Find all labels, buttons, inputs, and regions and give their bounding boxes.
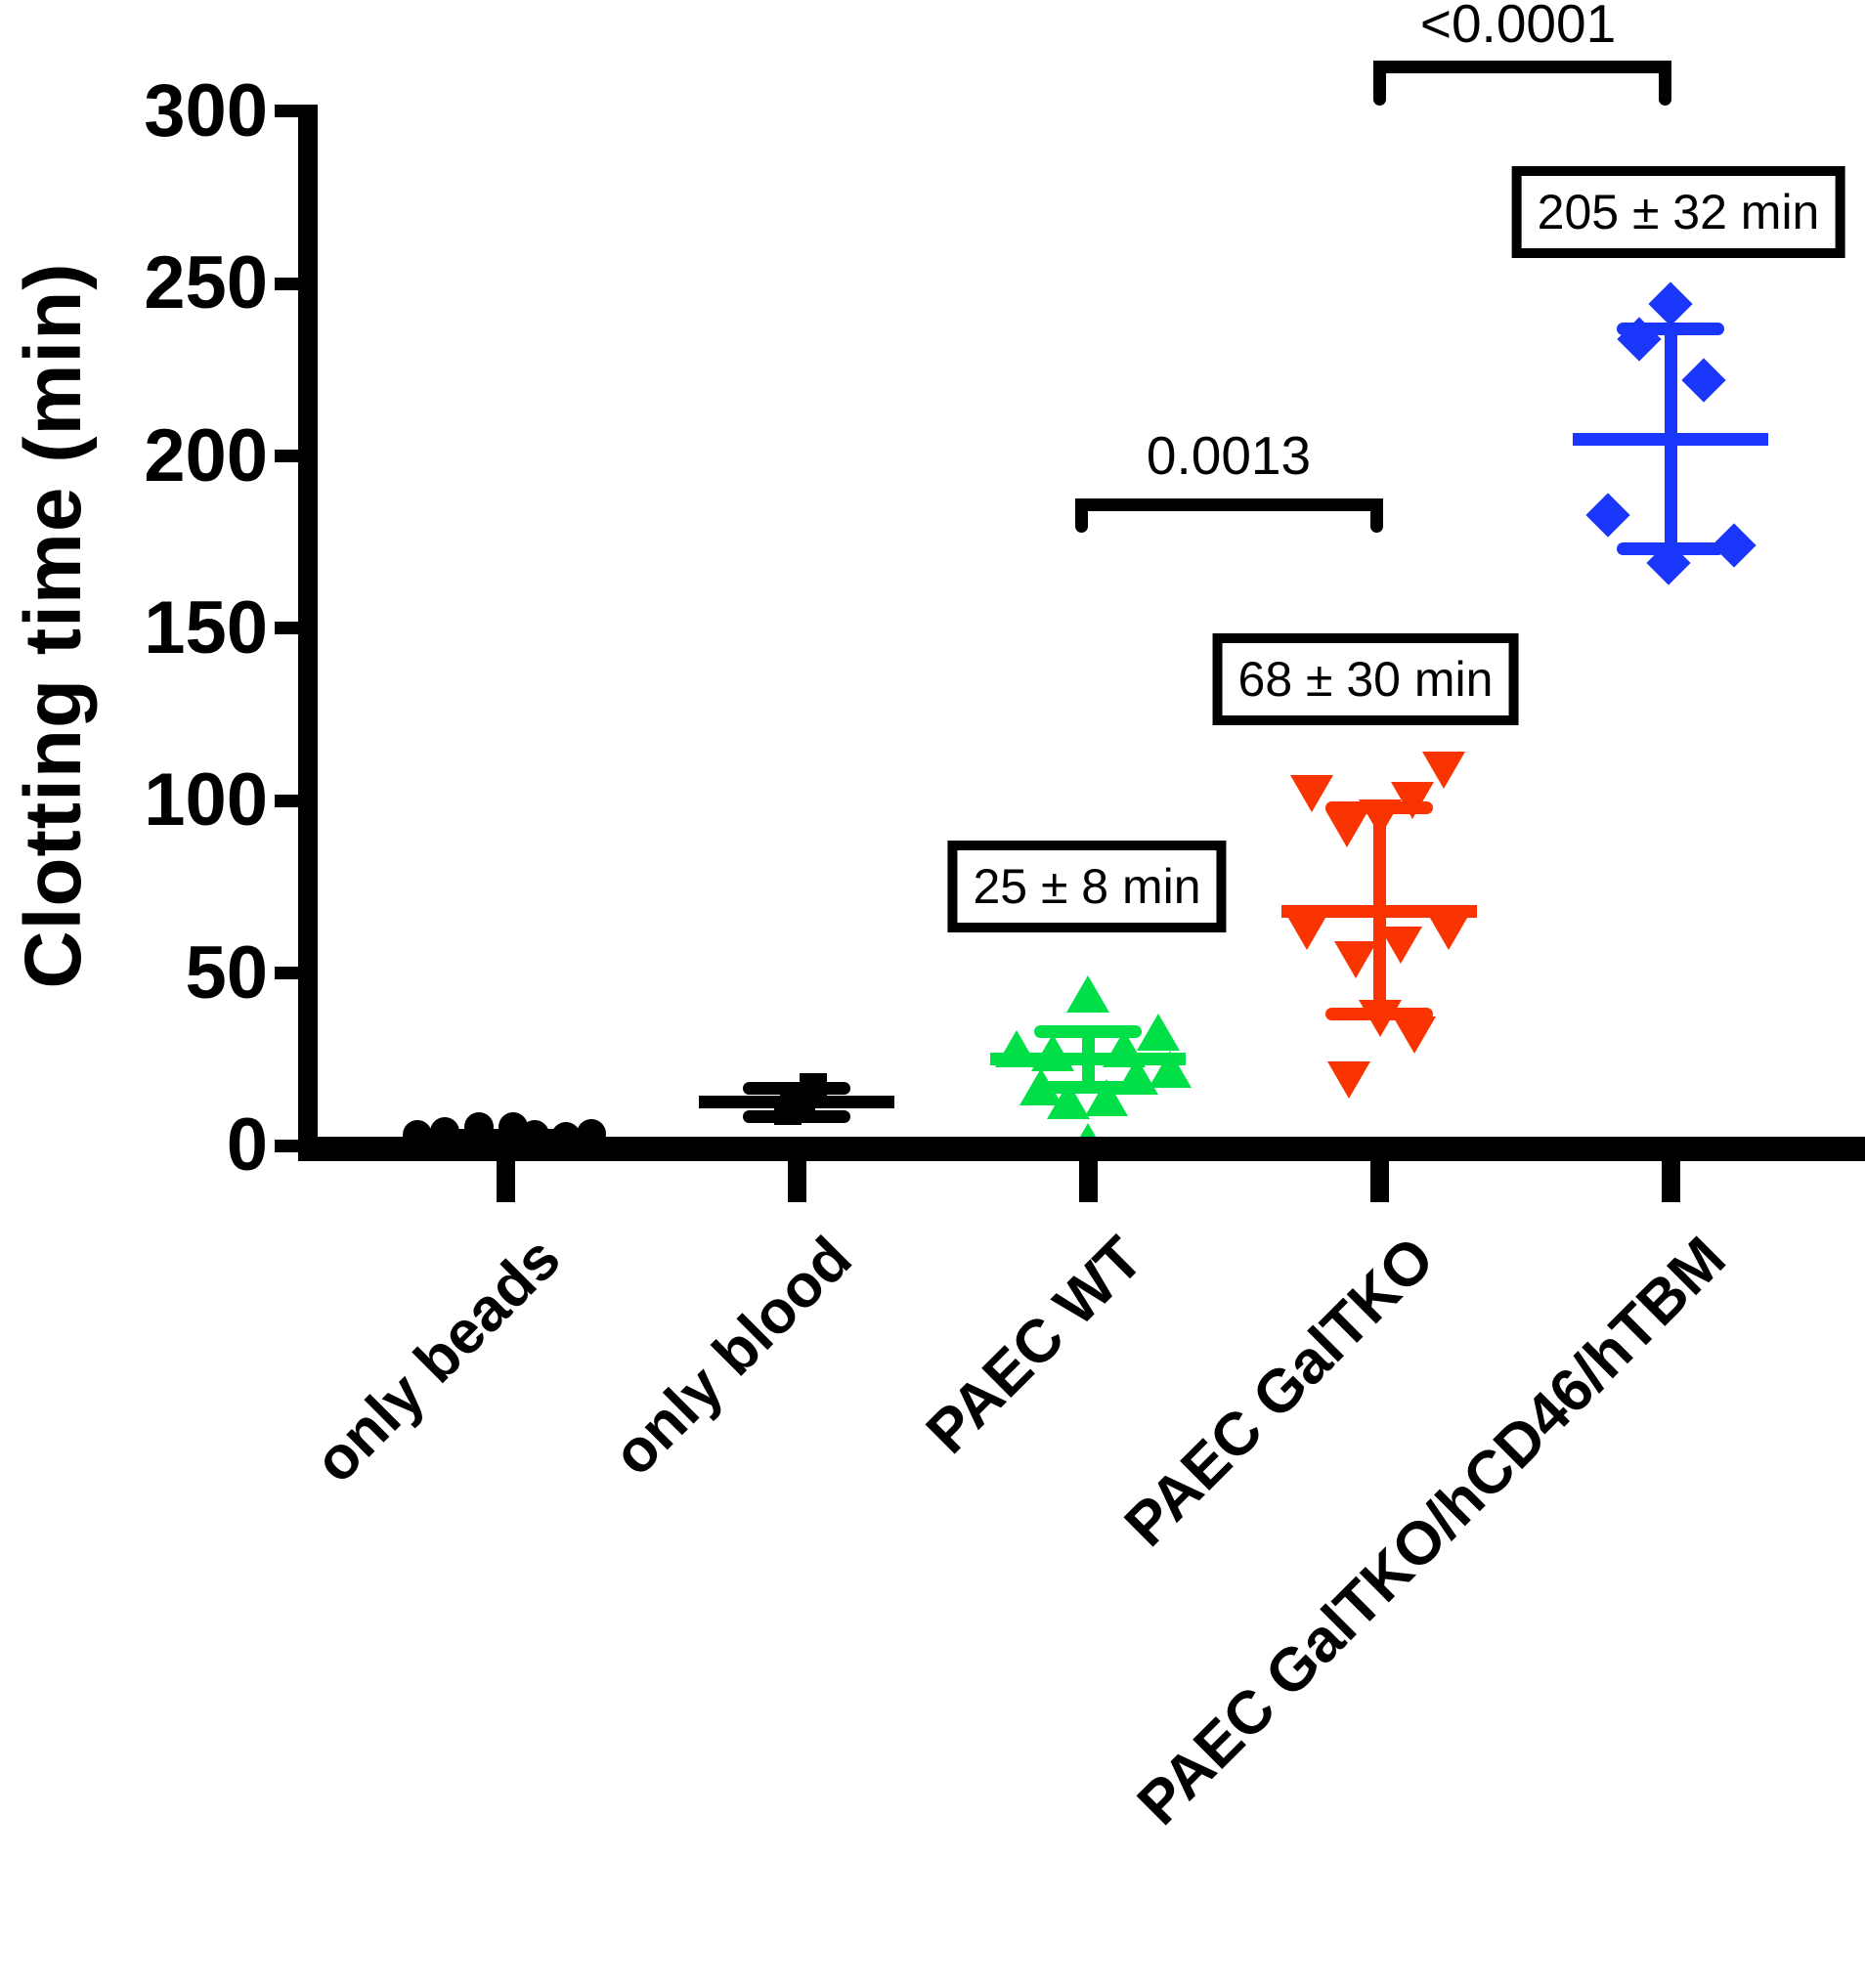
x-tick xyxy=(1369,1158,1389,1202)
x-axis-line xyxy=(298,1137,1865,1161)
y-axis-line xyxy=(298,105,318,1161)
data-point xyxy=(1359,799,1402,837)
x-tick xyxy=(1078,1158,1098,1202)
significance-bracket xyxy=(1373,61,1671,73)
data-point xyxy=(1422,751,1465,789)
significance-bracket-end xyxy=(1075,498,1088,533)
error-bar xyxy=(1664,328,1677,549)
data-point xyxy=(1427,913,1470,951)
y-tick xyxy=(275,622,300,635)
significance-bracket-end xyxy=(1370,498,1383,533)
y-tick xyxy=(275,277,300,290)
y-tick-label: 300 xyxy=(144,68,268,152)
data-point xyxy=(464,1111,494,1142)
data-point xyxy=(1334,940,1377,978)
y-tick-label: 100 xyxy=(144,758,268,843)
error-bar xyxy=(1081,1031,1095,1088)
data-point xyxy=(1031,1033,1074,1071)
data-point xyxy=(995,1030,1038,1068)
data-point xyxy=(1285,913,1328,951)
y-tick-label: 250 xyxy=(144,241,268,325)
significance-bracket xyxy=(1075,498,1383,511)
y-tick-label: 150 xyxy=(144,585,268,670)
data-point xyxy=(1115,1058,1158,1096)
significance-bracket-end xyxy=(1659,61,1671,106)
data-point xyxy=(1393,1016,1436,1055)
data-point xyxy=(1047,1082,1090,1120)
data-point xyxy=(1327,1060,1370,1099)
y-tick xyxy=(275,105,300,118)
x-tick xyxy=(1661,1158,1680,1202)
data-point xyxy=(1379,927,1422,965)
y-tick xyxy=(275,794,300,807)
data-point xyxy=(1585,492,1630,538)
data-point xyxy=(1681,358,1726,403)
y-tick-label: 0 xyxy=(226,1103,268,1187)
mean-annotation-box: 205 ± 32 min xyxy=(1511,166,1845,258)
data-point xyxy=(1648,281,1693,327)
data-point xyxy=(774,1097,802,1125)
p-value-label: <0.0001 xyxy=(1419,0,1617,54)
data-point xyxy=(1712,523,1757,568)
x-tick xyxy=(496,1158,515,1202)
mean-annotation-box: 68 ± 30 min xyxy=(1212,633,1519,725)
significance-bracket-end xyxy=(1373,61,1386,106)
y-tick xyxy=(275,967,300,980)
p-value-label: 0.0013 xyxy=(1146,425,1312,486)
y-tick xyxy=(275,1139,300,1152)
data-point xyxy=(1290,775,1333,813)
y-tick-label: 50 xyxy=(185,930,268,1015)
mean-annotation-box: 25 ± 8 min xyxy=(947,841,1227,932)
error-bar xyxy=(1372,807,1386,1015)
y-tick xyxy=(275,450,300,463)
x-tick xyxy=(787,1158,806,1202)
data-point xyxy=(1066,974,1109,1013)
y-tick-label: 200 xyxy=(144,413,268,497)
